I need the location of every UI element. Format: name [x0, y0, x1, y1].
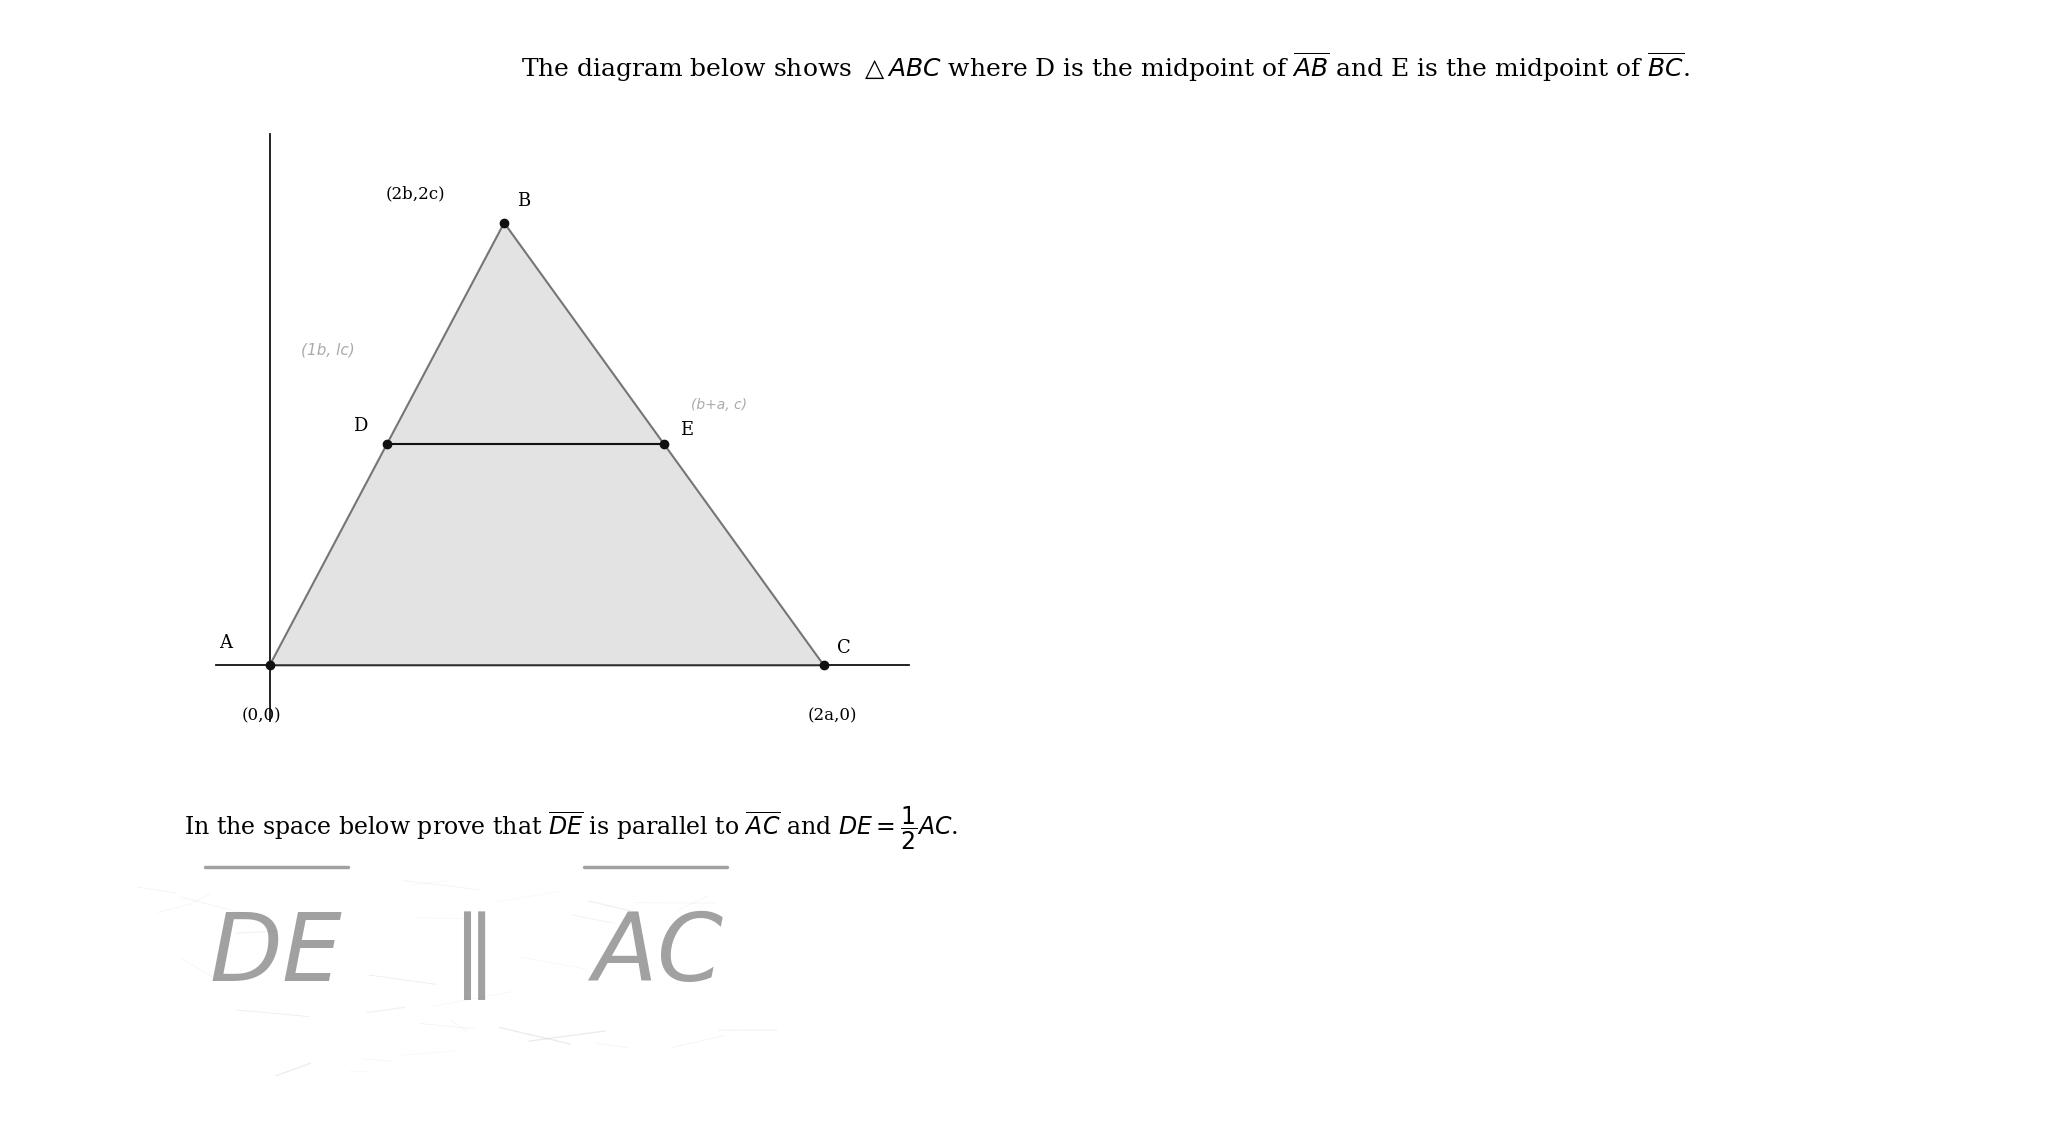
Text: (2a,0): (2a,0) — [807, 708, 858, 724]
Text: A: A — [219, 634, 231, 652]
Text: (b+a, c): (b+a, c) — [690, 398, 748, 413]
Text: $AC$: $AC$ — [586, 910, 725, 1000]
Text: In the space below prove that $\overline{DE}$ is parallel to $\overline{AC}$ and: In the space below prove that $\overline… — [184, 804, 958, 852]
Polygon shape — [270, 223, 823, 665]
Text: D: D — [354, 417, 369, 435]
Text: $\parallel$: $\parallel$ — [434, 909, 487, 1001]
Text: (1b, lc): (1b, lc) — [301, 342, 354, 358]
Text: B: B — [516, 191, 530, 209]
Text: $DE$: $DE$ — [209, 910, 344, 1000]
Text: (2b,2c): (2b,2c) — [385, 186, 446, 202]
Text: The diagram below shows $\triangle ABC$ where D is the midpoint of $\overline{AB: The diagram below shows $\triangle ABC$ … — [522, 51, 1690, 84]
Text: C: C — [838, 639, 850, 657]
Text: (0,0): (0,0) — [242, 708, 281, 724]
Text: E: E — [680, 421, 692, 439]
